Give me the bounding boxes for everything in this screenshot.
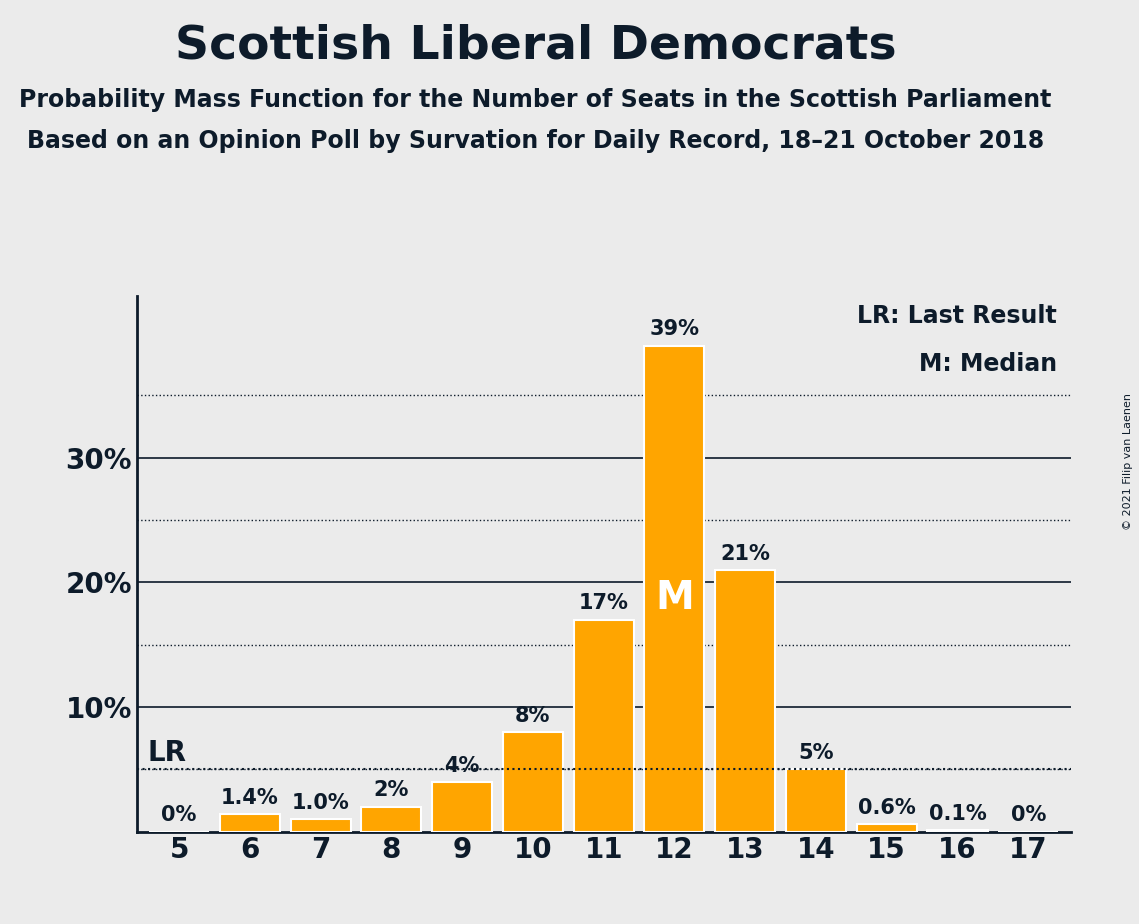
Bar — [432, 782, 492, 832]
Bar — [927, 831, 988, 832]
Text: 17%: 17% — [579, 593, 629, 614]
Text: 1.0%: 1.0% — [292, 793, 350, 813]
Text: Probability Mass Function for the Number of Seats in the Scottish Parliament: Probability Mass Function for the Number… — [19, 88, 1051, 112]
Text: 0%: 0% — [1010, 806, 1046, 825]
Bar — [857, 824, 917, 832]
Text: 2%: 2% — [374, 781, 409, 800]
Bar — [502, 732, 563, 832]
Text: LR: Last Result: LR: Last Result — [857, 304, 1057, 328]
Text: 5%: 5% — [798, 743, 834, 763]
Text: © 2021 Filip van Laenen: © 2021 Filip van Laenen — [1123, 394, 1133, 530]
Text: M: Median: M: Median — [918, 352, 1057, 376]
Text: Scottish Liberal Democrats: Scottish Liberal Democrats — [174, 23, 896, 68]
Bar — [290, 820, 351, 832]
Text: 4%: 4% — [444, 756, 480, 775]
Text: 21%: 21% — [720, 543, 770, 564]
Text: LR: LR — [147, 739, 187, 767]
Text: 0%: 0% — [162, 806, 197, 825]
Text: Based on an Opinion Poll by Survation for Daily Record, 18–21 October 2018: Based on an Opinion Poll by Survation fo… — [26, 129, 1044, 153]
Text: 0.6%: 0.6% — [858, 798, 916, 818]
Bar — [645, 346, 705, 832]
Text: 8%: 8% — [515, 706, 550, 725]
Bar — [715, 570, 776, 832]
Text: 1.4%: 1.4% — [221, 788, 279, 808]
Text: 39%: 39% — [649, 320, 699, 339]
Text: 0.1%: 0.1% — [928, 804, 986, 824]
Bar — [220, 814, 280, 832]
Bar — [574, 620, 633, 832]
Text: M: M — [655, 579, 694, 617]
Bar — [786, 770, 846, 832]
Bar — [361, 807, 421, 832]
